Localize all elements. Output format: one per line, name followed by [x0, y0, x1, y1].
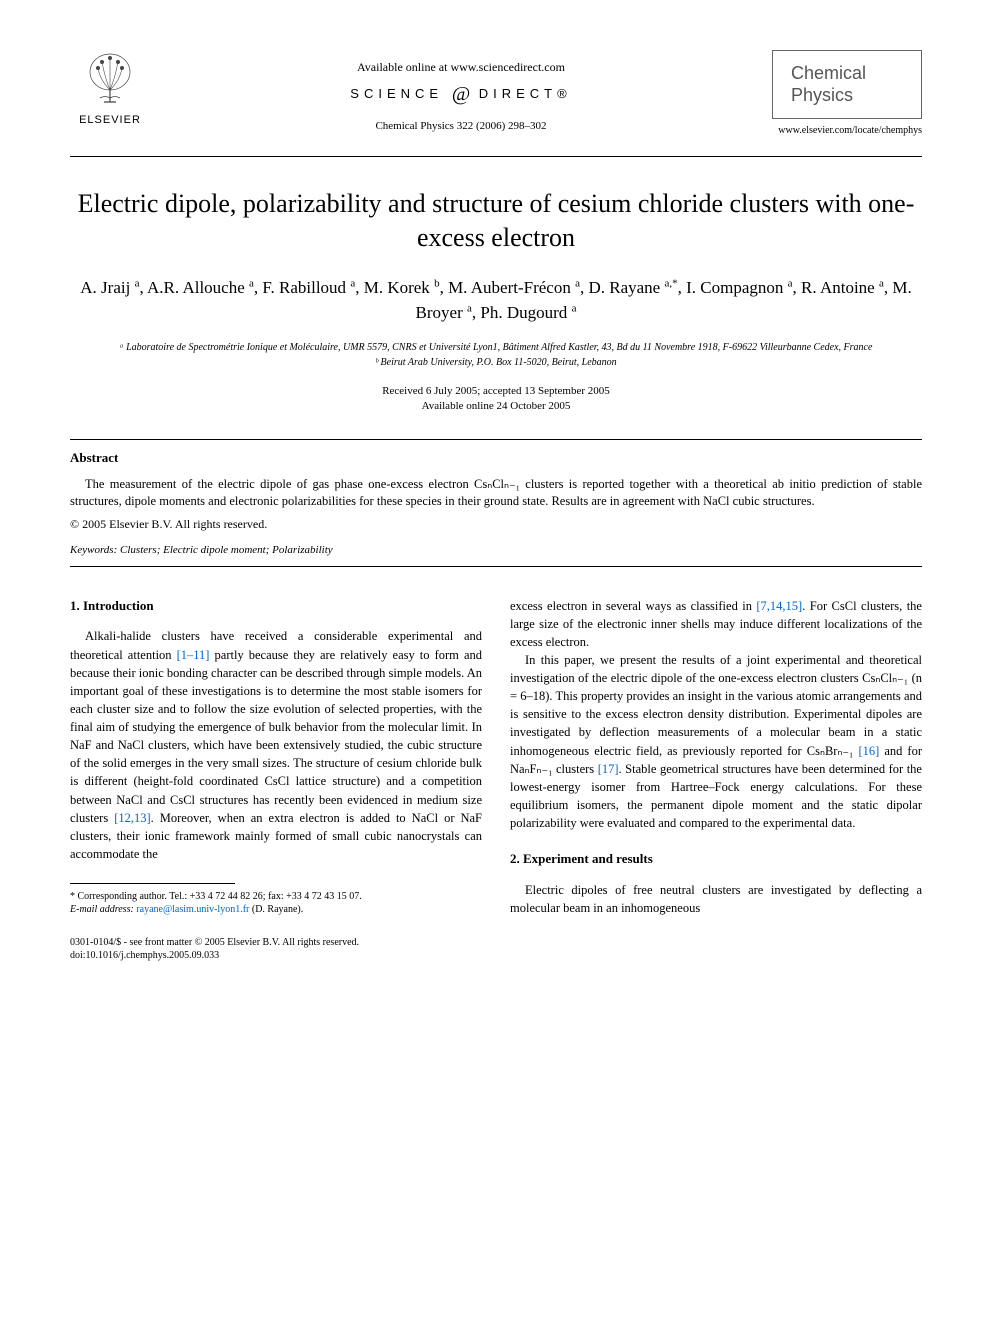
affiliation-b: ᵇ Beirut Arab University, P.O. Box 11-50…	[70, 355, 922, 370]
col2-text-3: In this paper, we present the results of…	[510, 653, 922, 758]
header-divider	[70, 156, 922, 157]
ref-link-12-13[interactable]: [12,13]	[114, 811, 150, 825]
col2-paragraph-1: excess electron in several ways as class…	[510, 597, 922, 651]
science-direct-logo: SCIENCE @ DIRECT®	[150, 83, 772, 106]
experiment-paragraph-1: Electric dipoles of free neutral cluster…	[510, 881, 922, 917]
corr-author-line: * Corresponding author. Tel.: +33 4 72 4…	[70, 890, 482, 903]
elsevier-logo: ELSEVIER	[70, 50, 150, 126]
affiliation-a: ᵃ Laboratoire de Spectrométrie Ionique e…	[70, 340, 922, 355]
abstract-top-divider	[70, 439, 922, 440]
email-link[interactable]: rayane@lasim.univ-lyon1.fr	[134, 904, 250, 915]
keywords-text: Clusters; Electric dipole moment; Polari…	[117, 544, 332, 556]
abstract-text: The measurement of the electric dipole o…	[70, 476, 922, 511]
journal-url: www.elsevier.com/locate/chemphys	[772, 125, 922, 136]
journal-box-wrapper: Chemical Physics www.elsevier.com/locate…	[772, 50, 922, 136]
body-columns: 1. Introduction Alkali-halide clusters h…	[70, 597, 922, 962]
journal-name-line2: Physics	[791, 85, 903, 107]
available-online-text: Available online at www.sciencedirect.co…	[150, 60, 772, 75]
footer-block: 0301-0104/$ - see front matter © 2005 El…	[70, 936, 482, 962]
abstract-bottom-divider	[70, 566, 922, 567]
col2-text-1: excess electron in several ways as class…	[510, 599, 756, 613]
header-row: ELSEVIER Available online at www.science…	[70, 50, 922, 136]
experiment-heading: 2. Experiment and results	[510, 850, 922, 869]
sd-prefix: SCIENCE	[350, 86, 443, 101]
corr-email-line: E-mail address: rayane@lasim.univ-lyon1.…	[70, 903, 482, 916]
ref-link-17[interactable]: [17]	[598, 762, 619, 776]
issn-line: 0301-0104/$ - see front matter © 2005 El…	[70, 936, 482, 949]
sd-suffix: DIRECT®	[479, 86, 572, 101]
center-header: Available online at www.sciencedirect.co…	[150, 50, 772, 132]
ref-link-1-11[interactable]: [1–11]	[177, 648, 210, 662]
ref-link-16[interactable]: [16]	[858, 744, 879, 758]
elsevier-tree-icon	[80, 50, 140, 110]
abstract-copyright: © 2005 Elsevier B.V. All rights reserved…	[70, 517, 922, 532]
keywords-label: Keywords:	[70, 544, 117, 556]
doi-line: doi:10.1016/j.chemphys.2005.09.033	[70, 949, 482, 962]
received-date: Received 6 July 2005; accepted 13 Septem…	[70, 384, 922, 399]
ref-link-7-14-15[interactable]: [7,14,15]	[756, 599, 802, 613]
journal-name-line1: Chemical	[791, 63, 903, 85]
keywords: Keywords: Clusters; Electric dipole mome…	[70, 544, 922, 556]
intro-heading: 1. Introduction	[70, 597, 482, 616]
corresponding-author-footnote: * Corresponding author. Tel.: +33 4 72 4…	[70, 890, 482, 916]
article-dates: Received 6 July 2005; accepted 13 Septem…	[70, 384, 922, 415]
abstract-label: Abstract	[70, 450, 922, 466]
footnote-separator	[70, 883, 235, 884]
email-label: E-mail address:	[70, 904, 134, 915]
email-who: (D. Rayane).	[249, 904, 303, 915]
intro-text-2: partly because they are relatively easy …	[70, 648, 482, 825]
left-column: 1. Introduction Alkali-halide clusters h…	[70, 597, 482, 962]
online-date: Available online 24 October 2005	[70, 399, 922, 414]
journal-reference: Chemical Physics 322 (2006) 298–302	[150, 120, 772, 132]
right-column: excess electron in several ways as class…	[510, 597, 922, 962]
authors-list: A. Jraij a, A.R. Allouche a, F. Rabillou…	[70, 275, 922, 326]
journal-box: Chemical Physics	[772, 50, 922, 119]
col2-paragraph-2: In this paper, we present the results of…	[510, 651, 922, 832]
intro-paragraph-1: Alkali-halide clusters have received a c…	[70, 627, 482, 863]
sd-at-icon: @	[452, 83, 470, 105]
article-title: Electric dipole, polarizability and stru…	[70, 187, 922, 255]
affiliations: ᵃ Laboratoire de Spectrométrie Ionique e…	[70, 340, 922, 370]
elsevier-label: ELSEVIER	[79, 114, 141, 126]
